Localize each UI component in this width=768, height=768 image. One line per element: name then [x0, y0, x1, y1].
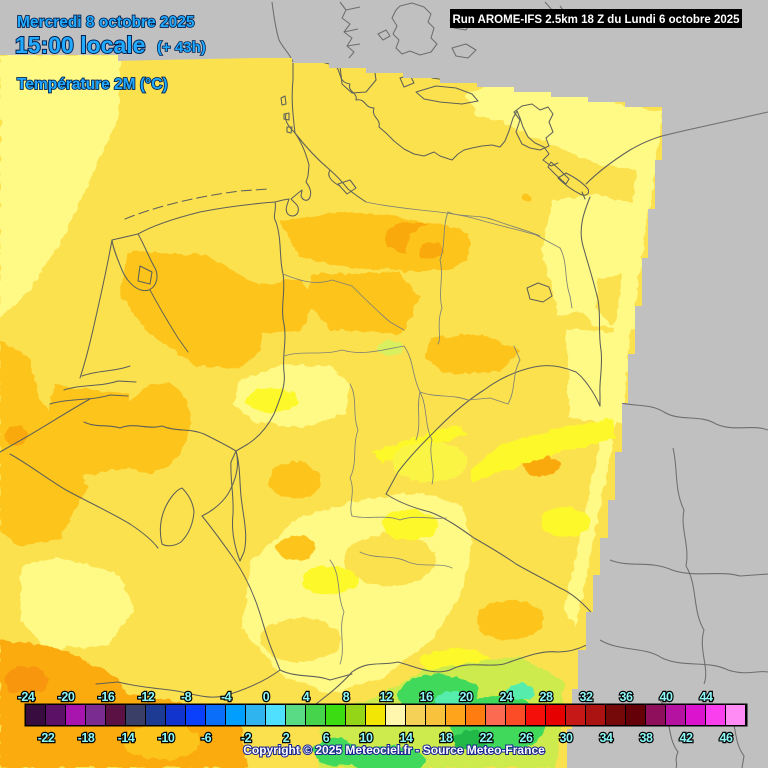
svg-text:34: 34 — [600, 731, 613, 745]
svg-text:-2: -2 — [241, 731, 252, 745]
svg-text:30: 30 — [560, 731, 573, 745]
svg-text:-16: -16 — [98, 690, 115, 704]
svg-text:22: 22 — [480, 731, 493, 745]
svg-text:38: 38 — [640, 731, 653, 745]
svg-text:36: 36 — [620, 690, 633, 704]
svg-text:12: 12 — [380, 690, 393, 704]
svg-text:0: 0 — [263, 690, 270, 704]
svg-text:Copyright © 2025 Meteociel.fr: Copyright © 2025 Meteociel.fr - Source M… — [243, 743, 545, 757]
svg-text:-22: -22 — [38, 731, 55, 745]
svg-text:Température 2M (°C): Température 2M (°C) — [17, 76, 168, 93]
svg-text:-20: -20 — [58, 690, 75, 704]
svg-text:14: 14 — [400, 731, 413, 745]
svg-text:28: 28 — [540, 690, 553, 704]
svg-text:8: 8 — [343, 690, 350, 704]
svg-text:Mercredi 8 octobre 2025: Mercredi 8 octobre 2025 — [17, 14, 195, 31]
svg-text:10: 10 — [360, 731, 373, 745]
svg-text:-4: -4 — [221, 690, 232, 704]
svg-text:4: 4 — [303, 690, 310, 704]
svg-text:-6: -6 — [201, 731, 212, 745]
svg-text:Run AROME-IFS 2.5km 18 Z du Lu: Run AROME-IFS 2.5km 18 Z du Lundi 6 octo… — [452, 14, 740, 26]
svg-text:-18: -18 — [78, 731, 95, 745]
svg-text:44: 44 — [700, 690, 713, 704]
svg-text:46: 46 — [720, 731, 733, 745]
svg-text:42: 42 — [680, 731, 693, 745]
svg-text:-14: -14 — [118, 731, 135, 745]
svg-text:-8: -8 — [181, 690, 192, 704]
svg-text:20: 20 — [460, 690, 473, 704]
svg-text:-12: -12 — [138, 690, 155, 704]
svg-text:26: 26 — [520, 731, 533, 745]
svg-text:(+ 43h): (+ 43h) — [157, 39, 206, 56]
svg-text:16: 16 — [420, 690, 433, 704]
svg-text:6: 6 — [323, 731, 330, 745]
svg-text:2: 2 — [283, 731, 290, 745]
svg-text:32: 32 — [580, 690, 593, 704]
svg-text:-24: -24 — [18, 690, 35, 704]
svg-text:-10: -10 — [158, 731, 175, 745]
svg-text:24: 24 — [500, 690, 513, 704]
svg-text:40: 40 — [660, 690, 673, 704]
svg-text:18: 18 — [440, 731, 453, 745]
svg-text:15:00 locale: 15:00 locale — [15, 32, 145, 58]
